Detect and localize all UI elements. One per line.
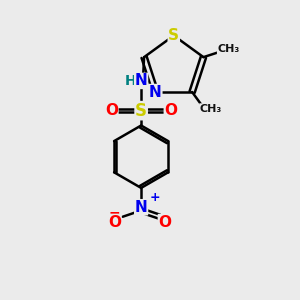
Text: +: + [149,191,160,204]
Text: N: N [135,74,148,88]
Text: S: S [135,102,147,120]
Text: O: O [105,103,118,118]
Text: N: N [149,85,162,100]
Text: CH₃: CH₃ [218,44,240,54]
Text: CH₃: CH₃ [200,104,222,114]
Text: N: N [135,200,148,215]
Text: H: H [125,74,136,88]
Text: −: − [109,206,121,220]
Text: O: O [158,214,171,230]
Text: O: O [164,103,177,118]
Text: O: O [108,214,121,230]
Text: S: S [168,28,179,43]
